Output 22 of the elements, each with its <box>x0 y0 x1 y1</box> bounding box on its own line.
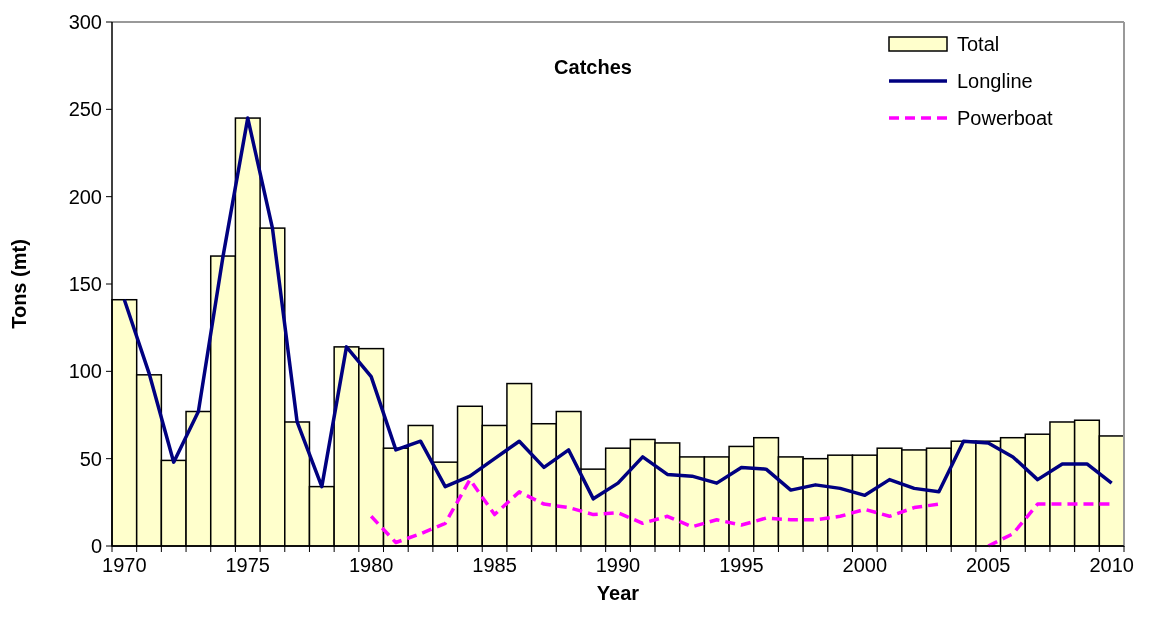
y-tick-label: 150 <box>68 273 102 295</box>
x-tick-label: 1985 <box>472 554 517 576</box>
x-tick-label: 1980 <box>348 554 394 576</box>
x-axis-title: Year <box>596 582 640 604</box>
legend-label: Powerboat <box>957 107 1054 129</box>
x-tick-label: 1995 <box>719 554 764 576</box>
x-tick-label: 2005 <box>965 554 1011 576</box>
y-tick-label: 250 <box>68 98 102 121</box>
y-tick-label: 50 <box>79 447 102 470</box>
x-tick-label: 2010 <box>1089 554 1134 576</box>
x-tick-label: 1990 <box>595 554 641 576</box>
y-tick-label: 300 <box>68 11 102 33</box>
y-axis-title: Tons (mt) <box>8 239 30 329</box>
legend-label: Longline <box>957 70 1033 92</box>
text: Catches <box>554 56 632 78</box>
y-tick-label: 0 <box>90 535 102 557</box>
x-tick-label: 1975 <box>225 554 271 576</box>
y-tick-label: 100 <box>68 360 102 383</box>
legend-label: Total <box>957 33 1000 55</box>
x-tick-label: 2000 <box>842 554 888 576</box>
y-tick-label: 200 <box>68 185 102 208</box>
x-tick-label: 1970 <box>102 554 147 576</box>
